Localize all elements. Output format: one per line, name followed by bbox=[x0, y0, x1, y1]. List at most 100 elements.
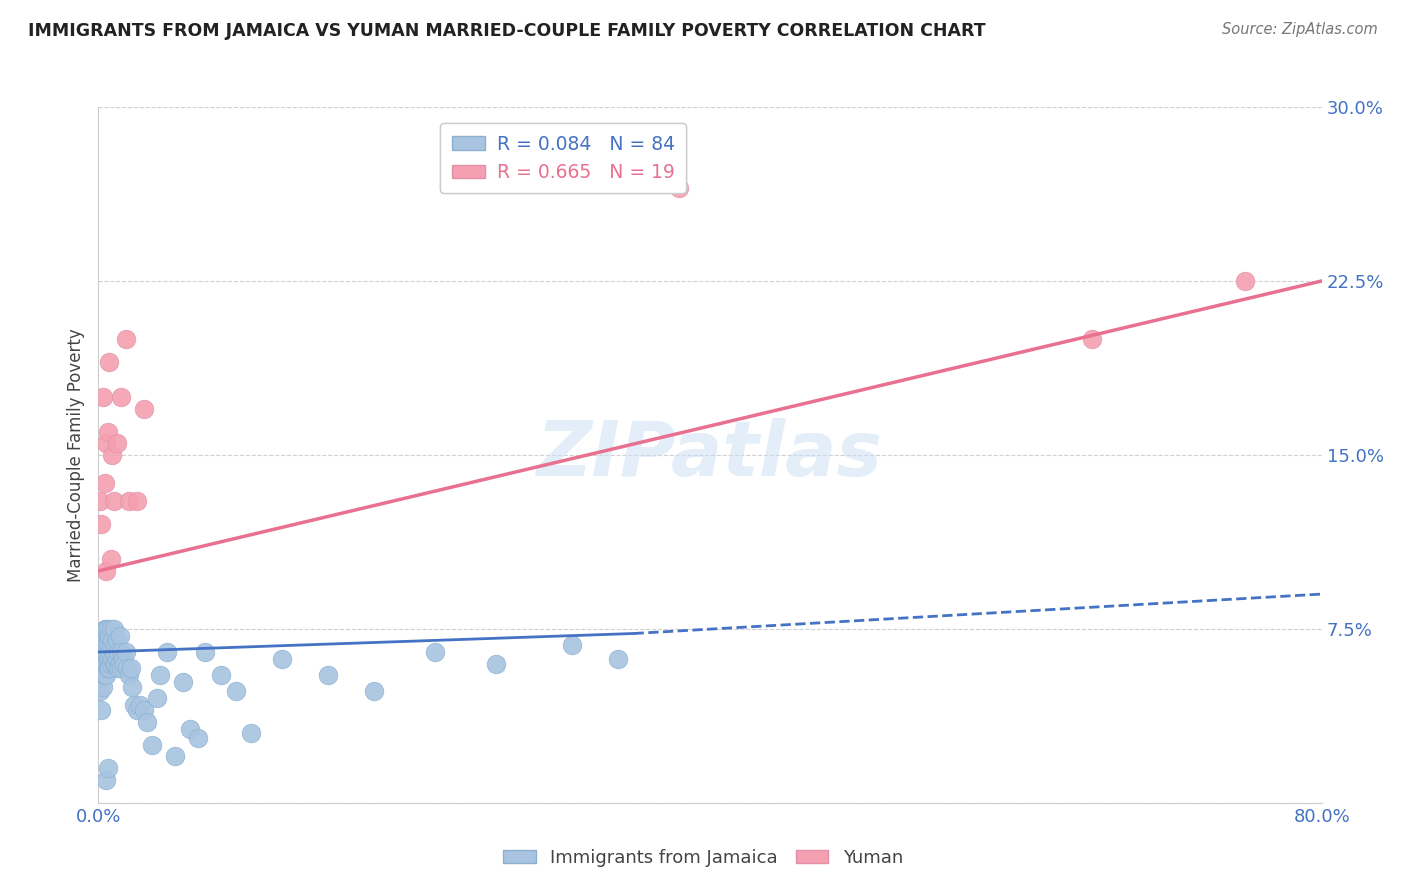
Point bbox=[103, 494, 125, 508]
Point bbox=[93, 622, 115, 636]
Point bbox=[90, 517, 112, 532]
Point bbox=[107, 661, 129, 675]
Point bbox=[141, 738, 163, 752]
Point bbox=[93, 629, 115, 643]
Point bbox=[97, 652, 120, 666]
Point bbox=[89, 668, 111, 682]
Point bbox=[316, 668, 339, 682]
Point bbox=[134, 401, 156, 416]
Point bbox=[145, 691, 167, 706]
Y-axis label: Married-Couple Family Poverty: Married-Couple Family Poverty bbox=[66, 328, 84, 582]
Point bbox=[240, 726, 263, 740]
Point bbox=[187, 731, 209, 745]
Point bbox=[90, 638, 112, 652]
Point bbox=[100, 552, 122, 566]
Legend: Immigrants from Jamaica, Yuman: Immigrants from Jamaica, Yuman bbox=[496, 842, 910, 874]
Point bbox=[1234, 274, 1257, 288]
Point bbox=[105, 633, 128, 648]
Point bbox=[100, 622, 122, 636]
Point bbox=[93, 668, 115, 682]
Point bbox=[93, 645, 115, 659]
Point bbox=[89, 645, 111, 659]
Point bbox=[122, 698, 145, 713]
Point bbox=[94, 772, 117, 787]
Point bbox=[110, 645, 132, 659]
Point bbox=[125, 703, 148, 717]
Point bbox=[163, 749, 186, 764]
Point bbox=[91, 633, 114, 648]
Text: IMMIGRANTS FROM JAMAICA VS YUMAN MARRIED-COUPLE FAMILY POVERTY CORRELATION CHART: IMMIGRANTS FROM JAMAICA VS YUMAN MARRIED… bbox=[28, 22, 986, 40]
Point bbox=[121, 680, 143, 694]
Point bbox=[668, 181, 690, 195]
Point bbox=[363, 684, 385, 698]
Point bbox=[93, 657, 115, 671]
Point bbox=[103, 645, 125, 659]
Point bbox=[90, 633, 112, 648]
Point bbox=[194, 645, 217, 659]
Point bbox=[270, 652, 292, 666]
Point bbox=[125, 494, 148, 508]
Point bbox=[98, 661, 121, 675]
Point bbox=[179, 722, 201, 736]
Text: Source: ZipAtlas.com: Source: ZipAtlas.com bbox=[1222, 22, 1378, 37]
Point bbox=[94, 564, 117, 578]
Point bbox=[225, 684, 247, 698]
Point bbox=[94, 645, 117, 659]
Point bbox=[98, 355, 121, 369]
Point bbox=[607, 652, 630, 666]
Point bbox=[97, 661, 120, 675]
Point bbox=[104, 657, 127, 671]
Point bbox=[105, 436, 128, 450]
Point bbox=[89, 684, 111, 698]
Point bbox=[101, 633, 124, 648]
Point bbox=[101, 448, 124, 462]
Point bbox=[118, 494, 141, 508]
Point bbox=[97, 425, 120, 439]
Point bbox=[91, 645, 114, 659]
Point bbox=[108, 629, 131, 643]
Point bbox=[94, 638, 117, 652]
Point bbox=[134, 703, 156, 717]
Point bbox=[110, 661, 132, 675]
Point bbox=[107, 645, 129, 659]
Point bbox=[93, 475, 115, 490]
Point bbox=[423, 645, 446, 659]
Point bbox=[172, 675, 194, 690]
Point bbox=[91, 661, 114, 675]
Point bbox=[1081, 332, 1104, 346]
Point bbox=[91, 661, 114, 675]
Point bbox=[94, 622, 117, 636]
Point bbox=[128, 698, 150, 713]
Point bbox=[90, 657, 112, 671]
Point bbox=[118, 668, 141, 682]
Point bbox=[94, 657, 117, 671]
Point bbox=[90, 668, 112, 682]
Point bbox=[97, 761, 120, 775]
Point bbox=[91, 652, 114, 666]
Point bbox=[97, 622, 120, 636]
Point bbox=[98, 629, 121, 643]
Point bbox=[149, 668, 172, 682]
Point bbox=[103, 657, 125, 671]
Point bbox=[156, 645, 179, 659]
Point bbox=[209, 668, 232, 682]
Point bbox=[115, 332, 138, 346]
Point bbox=[100, 657, 122, 671]
Legend: R = 0.084   N = 84, R = 0.665   N = 19: R = 0.084 N = 84, R = 0.665 N = 19 bbox=[440, 123, 686, 194]
Point bbox=[108, 657, 131, 671]
Point bbox=[100, 638, 122, 652]
Point bbox=[101, 652, 124, 666]
Point bbox=[120, 661, 142, 675]
Point bbox=[98, 657, 121, 671]
Point bbox=[136, 714, 159, 729]
Point bbox=[117, 661, 139, 675]
Point bbox=[104, 638, 127, 652]
Point bbox=[112, 657, 135, 671]
Point bbox=[94, 436, 117, 450]
Point bbox=[105, 652, 128, 666]
Point bbox=[94, 668, 117, 682]
Point bbox=[94, 633, 117, 648]
Point bbox=[91, 390, 114, 404]
Point bbox=[485, 657, 508, 671]
Point bbox=[97, 638, 120, 652]
